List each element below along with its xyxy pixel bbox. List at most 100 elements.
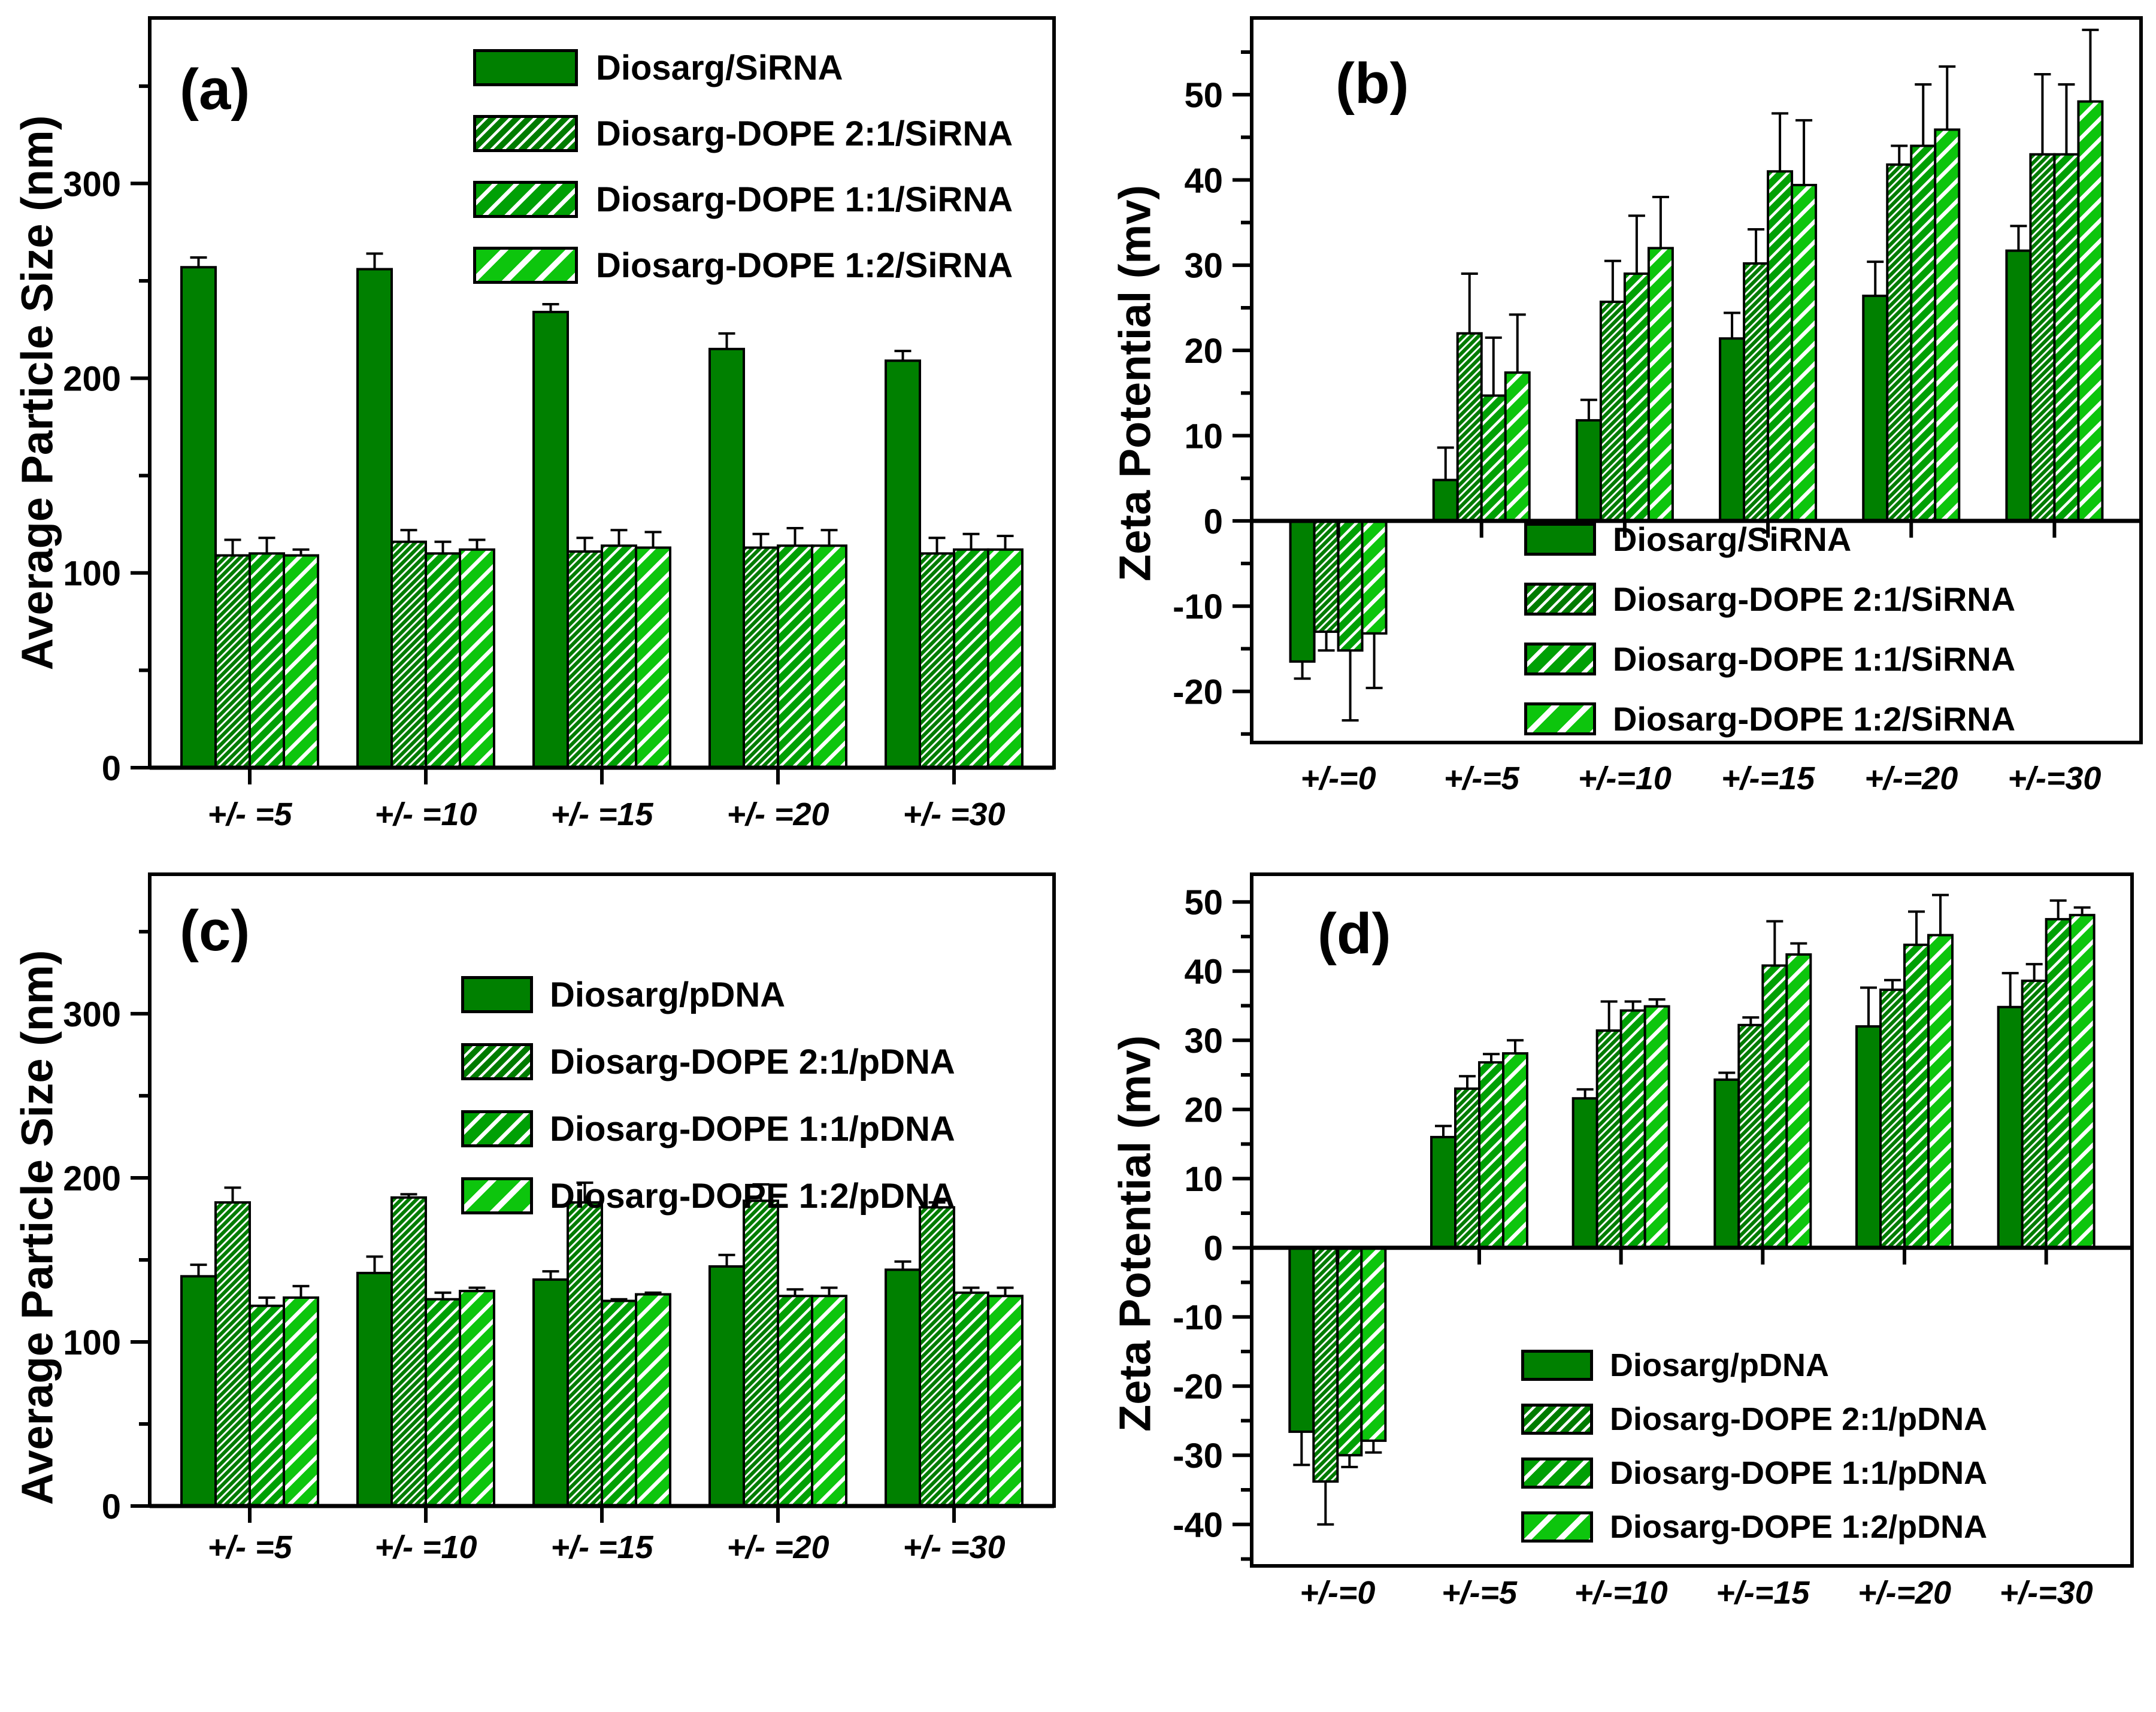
legend-label: Diosarg-DOPE 1:1/SiRNA (1613, 640, 2016, 678)
legend-label: Diosarg-DOPE 1:1/pDNA (550, 1109, 955, 1149)
legend-label: Diosarg-DOPE 1:1/pDNA (1610, 1455, 1988, 1491)
legend-swatch-solid (1524, 522, 1596, 556)
legend-label: Diosarg-DOPE 1:2/pDNA (550, 1176, 955, 1216)
svg-text:300: 300 (63, 165, 121, 204)
svg-text:+/-=0: +/-=0 (1300, 1575, 1375, 1611)
axis-label-y-d: Zeta Potential (mv) (1110, 1035, 1160, 1432)
chart-a-plot: 0 100 200 300 +/- =5 +/- =10 +/- =15 +/- =20 +/-… (63, 16, 1056, 832)
panel-letter-c: (c) (180, 899, 250, 963)
legend-swatch-hatch-wide (461, 1177, 533, 1214)
panel-letter-b: (b) (1336, 51, 1409, 116)
legend-swatch-hatch-wide (1521, 1511, 1593, 1543)
svg-text:200: 200 (63, 1159, 121, 1198)
svg-text:+/- =30: +/- =30 (903, 796, 1005, 832)
svg-text:-10: -10 (1173, 1298, 1223, 1337)
svg-text:+/-=15: +/-=15 (1716, 1575, 1810, 1611)
legend-item: Diosarg-DOPE 1:2/pDNA (461, 1162, 955, 1229)
svg-text:+/-=5: +/-=5 (1444, 760, 1520, 796)
legend-swatch-solid (461, 976, 533, 1013)
svg-text:+/-=10: +/-=10 (1578, 760, 1671, 796)
svg-text:+/- =15: +/- =15 (550, 1529, 653, 1565)
legend-swatch-hatch-wide (473, 247, 578, 284)
legend-c: Diosarg/pDNA Diosarg-DOPE 2:1/pDNA Diosa… (461, 961, 955, 1229)
legend-d: Diosarg/pDNA Diosarg-DOPE 2:1/pDNA Diosa… (1521, 1338, 1987, 1554)
legend-item: Diosarg/pDNA (1521, 1338, 1987, 1392)
svg-text:-40: -40 (1173, 1506, 1223, 1545)
panel-b: -20 -10 0 10 20 30 40 50 +/-=0 +/-=5 +/-=10 +/-=15 +… (1078, 0, 2156, 856)
chart-d-plot: -40 -30 -20 -10 0 10 20 30 40 50 +/-=0 +/-=5 +/-=10 +… (1173, 872, 2134, 1611)
legend-label: Diosarg-DOPE 1:2/pDNA (1610, 1509, 1988, 1545)
svg-text:30: 30 (1184, 247, 1223, 286)
legend-swatch-solid (1521, 1350, 1593, 1381)
panel-a: 0 100 200 300 +/- =5 +/- =10 +/- =15 +/- =20 +/-… (0, 0, 1078, 856)
svg-text:0: 0 (1204, 1229, 1223, 1268)
svg-text:+/-=20: +/-=20 (1858, 1575, 1951, 1611)
legend-item: Diosarg-DOPE 1:1/pDNA (461, 1095, 955, 1162)
svg-text:+/-=0: +/-=0 (1301, 760, 1376, 796)
svg-text:200: 200 (63, 359, 121, 398)
svg-text:+/- =15: +/- =15 (550, 796, 653, 832)
svg-text:+/-=15: +/-=15 (1721, 760, 1815, 796)
legend-label: Diosarg-DOPE 1:2/SiRNA (1613, 699, 2016, 738)
svg-text:+/-=20: +/-=20 (1864, 760, 1958, 796)
chart-c-plot: 0 100 200 300 +/- =5 +/- =10 +/- =15 +/- =20 +/-… (63, 872, 1056, 1565)
legend-item: Diosarg/pDNA (461, 961, 955, 1028)
legend-label: Diosarg-DOPE 2:1/pDNA (550, 1042, 955, 1081)
legend-item: Diosarg-DOPE 1:1/pDNA (1521, 1446, 1987, 1500)
svg-text:+/-=5: +/-=5 (1442, 1575, 1518, 1611)
legend-label: Diosarg-DOPE 1:2/SiRNA (596, 246, 1013, 285)
legend-label: Diosarg-DOPE 1:1/SiRNA (596, 180, 1013, 219)
svg-text:50: 50 (1184, 883, 1223, 922)
legend-item: Diosarg-DOPE 1:2/pDNA (1521, 1500, 1987, 1554)
legend-item: Diosarg-DOPE 1:1/SiRNA (473, 166, 1013, 232)
legend-item: Diosarg-DOPE 2:1/SiRNA (473, 101, 1013, 166)
axis-label-y-a: Average Particle Size (nm) (12, 115, 62, 671)
svg-text:+/- =20: +/- =20 (726, 1529, 829, 1565)
svg-text:+/- =20: +/- =20 (726, 796, 829, 832)
legend-item: Diosarg-DOPE 2:1/pDNA (461, 1028, 955, 1095)
panel-d: -40 -30 -20 -10 0 10 20 30 40 50 +/-=0 +/-=5 +/-=10 +… (1078, 856, 2156, 1712)
svg-text:-10: -10 (1173, 587, 1223, 626)
svg-text:-30: -30 (1173, 1437, 1223, 1475)
legend-label: Diosarg/SiRNA (596, 48, 843, 87)
legend-label: Diosarg-DOPE 2:1/SiRNA (1613, 580, 2016, 618)
legend-label: Diosarg-DOPE 2:1/pDNA (1610, 1401, 1988, 1437)
legend-item: Diosarg-DOPE 1:2/SiRNA (473, 232, 1013, 298)
legend-swatch-hatch-medium (1521, 1458, 1593, 1489)
svg-text:100: 100 (63, 1323, 121, 1362)
legend-item: Diosarg/SiRNA (1524, 509, 2015, 569)
svg-text:+/- =5: +/- =5 (207, 796, 292, 832)
legend-label: Diosarg/SiRNA (1613, 520, 1852, 558)
svg-text:40: 40 (1184, 953, 1223, 992)
svg-text:100: 100 (63, 554, 121, 593)
svg-text:20: 20 (1184, 1091, 1223, 1130)
legend-item: Diosarg-DOPE 2:1/SiRNA (1524, 569, 2015, 629)
legend-label: Diosarg-DOPE 2:1/SiRNA (596, 114, 1013, 153)
legend-swatch-hatch-dense (473, 115, 578, 152)
legend-item: Diosarg-DOPE 2:1/pDNA (1521, 1392, 1987, 1446)
svg-text:10: 10 (1184, 1160, 1223, 1199)
legend-item: Diosarg-DOPE 1:2/SiRNA (1524, 689, 2015, 749)
svg-text:+/-=30: +/-=30 (2007, 760, 2101, 796)
panel-c: 0 100 200 300 +/- =5 +/- =10 +/- =15 +/- =20 +/-… (0, 856, 1078, 1712)
svg-text:300: 300 (63, 995, 121, 1034)
axis-label-y-b: Zeta Potential (mv) (1110, 185, 1160, 581)
svg-text:0: 0 (102, 1487, 121, 1526)
panel-letter-d: (d) (1318, 902, 1391, 966)
panel-letter-a: (a) (180, 57, 250, 122)
legend-swatch-hatch-wide (1524, 702, 1596, 735)
legend-swatch-hatch-dense (1524, 582, 1596, 616)
svg-text:0: 0 (1204, 502, 1223, 541)
svg-text:20: 20 (1184, 332, 1223, 371)
svg-text:10: 10 (1184, 417, 1223, 456)
svg-text:+/-=10: +/-=10 (1574, 1575, 1668, 1611)
svg-text:+/- =10: +/- =10 (374, 796, 477, 832)
chart-b-plot: -20 -10 0 10 20 30 40 50 +/-=0 +/-=5 +/-=10 +/-=15 +… (1173, 16, 2143, 796)
legend-swatch-hatch-dense (461, 1043, 533, 1080)
legend-swatch-hatch-medium (473, 181, 578, 218)
svg-text:+/- =5: +/- =5 (207, 1529, 292, 1565)
svg-text:+/- =30: +/- =30 (903, 1529, 1005, 1565)
legend-swatch-solid (473, 49, 578, 86)
legend-swatch-hatch-dense (1521, 1404, 1593, 1435)
